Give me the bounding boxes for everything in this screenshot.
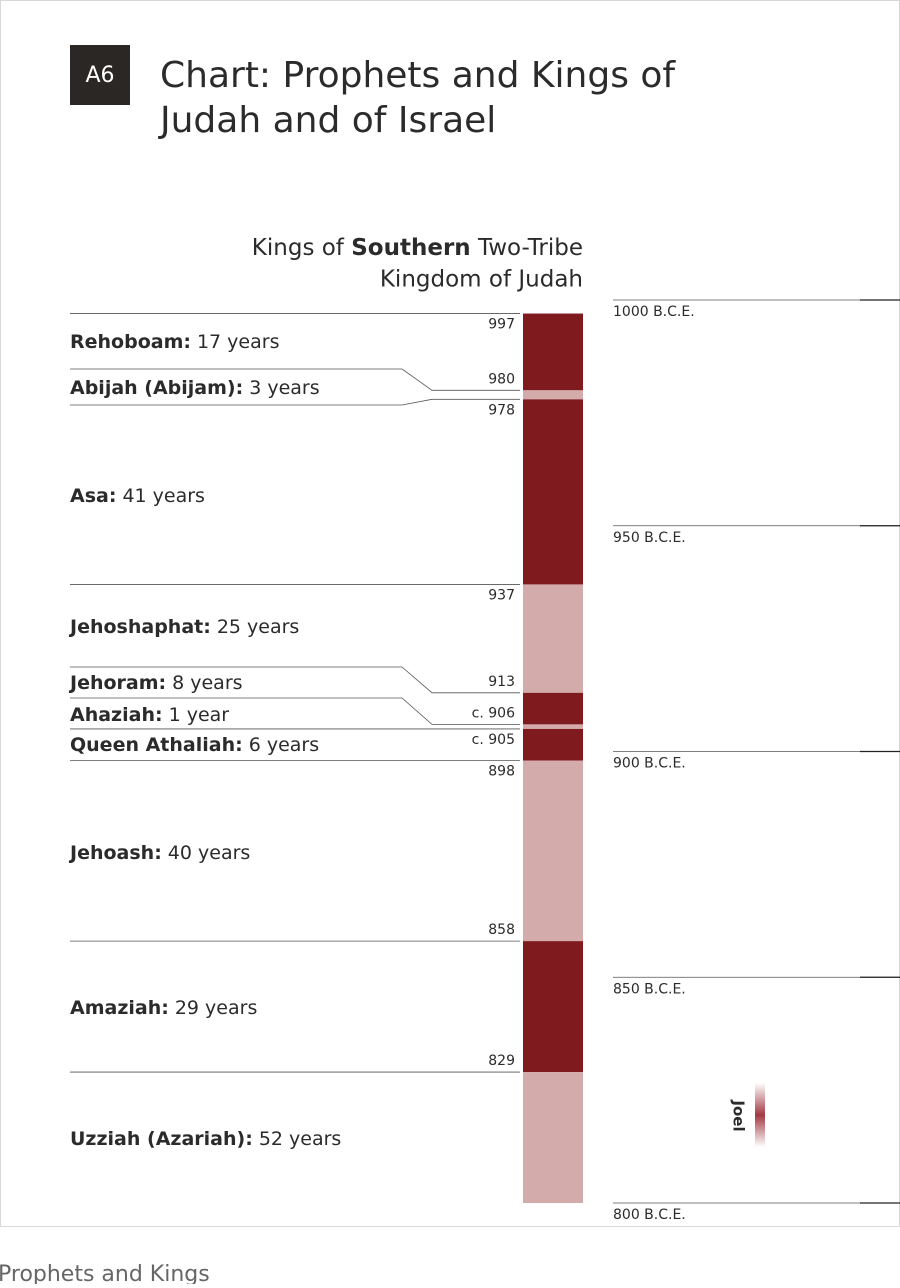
king: Jehoshaphat: 25 years bbox=[68, 616, 299, 638]
prophet-bar bbox=[755, 1083, 765, 1147]
king-reign: 40 years bbox=[168, 842, 251, 864]
reign-bar bbox=[523, 584, 583, 693]
row-line bbox=[70, 368, 520, 391]
king: Amaziah: 29 years bbox=[70, 997, 257, 1019]
king: Asa: 41 years bbox=[70, 485, 205, 507]
start-year: c. 905 bbox=[472, 732, 515, 748]
reign-bar bbox=[523, 399, 583, 585]
start-year: 858 bbox=[488, 922, 515, 938]
king-reign: 29 years bbox=[175, 997, 258, 1019]
king-name: Jehoash: bbox=[68, 842, 162, 864]
king-reign: 41 years bbox=[122, 485, 205, 507]
king: Ahaziah: 1 year bbox=[70, 704, 229, 726]
start-year: 978 bbox=[488, 402, 515, 418]
frame bbox=[0, 0, 900, 1227]
king: Jehoram: 8 years bbox=[68, 672, 243, 694]
tick-label: 1000 B.C.E. bbox=[613, 304, 695, 320]
king-name: Amaziah: bbox=[70, 997, 169, 1019]
start-year: 980 bbox=[488, 371, 515, 387]
reign-bar bbox=[523, 760, 583, 942]
king-reign: 6 years bbox=[249, 734, 319, 756]
badge-text: A6 bbox=[85, 63, 114, 88]
king-name: Rehoboam: bbox=[70, 331, 191, 353]
reign-bar bbox=[523, 390, 583, 400]
title: Chart: Prophets and Kings of bbox=[160, 55, 676, 96]
start-year: 913 bbox=[488, 674, 515, 690]
king-name: Ahaziah: bbox=[70, 704, 163, 726]
start-year: c. 906 bbox=[472, 705, 515, 721]
row-line bbox=[70, 398, 520, 406]
king-reign: 1 year bbox=[169, 704, 230, 726]
start-year: 997 bbox=[488, 317, 515, 333]
king-reign: 3 years bbox=[249, 377, 319, 399]
king: Abijah (Abijam): 3 years bbox=[70, 377, 320, 399]
tick-label: 950 B.C.E. bbox=[613, 530, 686, 546]
reign-bar bbox=[523, 1072, 583, 1203]
footer: Prophets and Kings bbox=[0, 1262, 210, 1284]
badge bbox=[70, 45, 130, 105]
tick-label: 900 B.C.E. bbox=[613, 756, 686, 772]
heading-part: Two-Tribe bbox=[471, 235, 583, 261]
king-name: Uzziah (Azariah): bbox=[70, 1128, 253, 1150]
reign-bar bbox=[523, 313, 583, 391]
row-line bbox=[70, 697, 520, 725]
reign-bar bbox=[523, 728, 583, 761]
column-heading: Kingdom of Judah bbox=[380, 267, 583, 293]
king-name: Asa: bbox=[70, 485, 116, 507]
prophet-name: Joel bbox=[730, 1099, 748, 1131]
king: Uzziah (Azariah): 52 years bbox=[70, 1128, 341, 1150]
title: Judah and of Israel bbox=[158, 100, 496, 141]
reign-bar bbox=[523, 941, 583, 1073]
start-year: 829 bbox=[488, 1053, 515, 1069]
reign-bar bbox=[523, 692, 583, 725]
start-year: 898 bbox=[488, 764, 515, 780]
king-name: Abijah (Abijam): bbox=[70, 377, 243, 399]
king-reign: 52 years bbox=[259, 1128, 342, 1150]
tick-label: 850 B.C.E. bbox=[613, 981, 686, 997]
reign-bar bbox=[523, 724, 583, 729]
king-reign: 17 years bbox=[197, 331, 280, 353]
king: Jehoash: 40 years bbox=[68, 842, 250, 864]
column-heading: Kings of Southern Two-Tribe bbox=[252, 235, 583, 261]
king-name: Jehoram: bbox=[68, 672, 166, 694]
king-reign: 8 years bbox=[172, 672, 242, 694]
heading-part: Kings of bbox=[252, 235, 351, 261]
start-year: 937 bbox=[488, 587, 515, 603]
tick-label: 800 B.C.E. bbox=[613, 1207, 686, 1223]
row-line bbox=[70, 666, 520, 694]
king-name: Queen Athaliah: bbox=[70, 734, 243, 756]
heading-part: Southern bbox=[351, 235, 470, 261]
king: Queen Athaliah: 6 years bbox=[70, 734, 319, 756]
king-name: Jehoshaphat: bbox=[68, 616, 211, 638]
king: Rehoboam: 17 years bbox=[70, 331, 279, 353]
king-reign: 25 years bbox=[217, 616, 300, 638]
